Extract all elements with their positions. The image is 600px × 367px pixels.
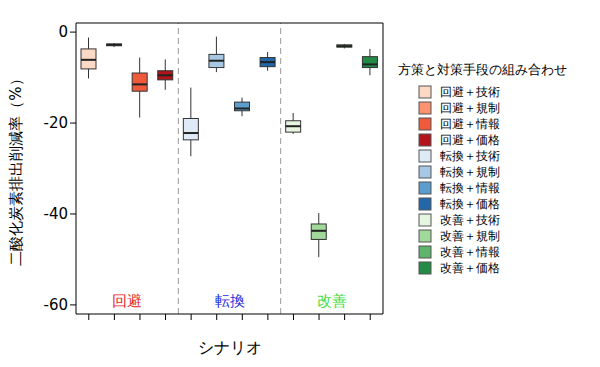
html-text:改善＋価格: 改善＋価格 — [440, 260, 500, 275]
html-text:転換＋価格: 転換＋価格 — [440, 196, 500, 211]
svg-text:-60: -60 — [44, 296, 69, 314]
html-text:回避＋情報: 回避＋情報 — [440, 116, 500, 131]
html-text:方策と対策手段の組み合わせ: 方策と対策手段の組み合わせ — [398, 62, 567, 77]
html-text:改善＋情報: 改善＋情報 — [440, 244, 500, 259]
svg-text:二酸化炭素排出削減率（%）: 二酸化炭素排出削減率（%） — [8, 71, 25, 265]
svg-text:回避: 回避 — [112, 292, 142, 310]
svg-text:-40: -40 — [44, 205, 69, 223]
svg-text:シナリオ: シナリオ — [198, 338, 262, 357]
svg-text:0: 0 — [58, 23, 68, 41]
html-text:回避＋規制: 回避＋規制 — [440, 100, 500, 115]
html-text:転換＋情報: 転換＋情報 — [440, 180, 500, 195]
html-text:改善＋規制: 改善＋規制 — [440, 228, 500, 243]
html-text:転換＋技術: 転換＋技術 — [440, 148, 500, 163]
html-text:回避＋技術: 回避＋技術 — [440, 84, 500, 99]
html-text:転換＋規制: 転換＋規制 — [440, 164, 500, 179]
html-text:回避＋価格: 回避＋価格 — [440, 132, 500, 147]
svg-text:-20: -20 — [44, 114, 69, 132]
svg-text:改善: 改善 — [317, 292, 347, 310]
html-text:改善＋技術: 改善＋技術 — [440, 212, 500, 227]
svg-text:転換: 転換 — [215, 292, 245, 310]
